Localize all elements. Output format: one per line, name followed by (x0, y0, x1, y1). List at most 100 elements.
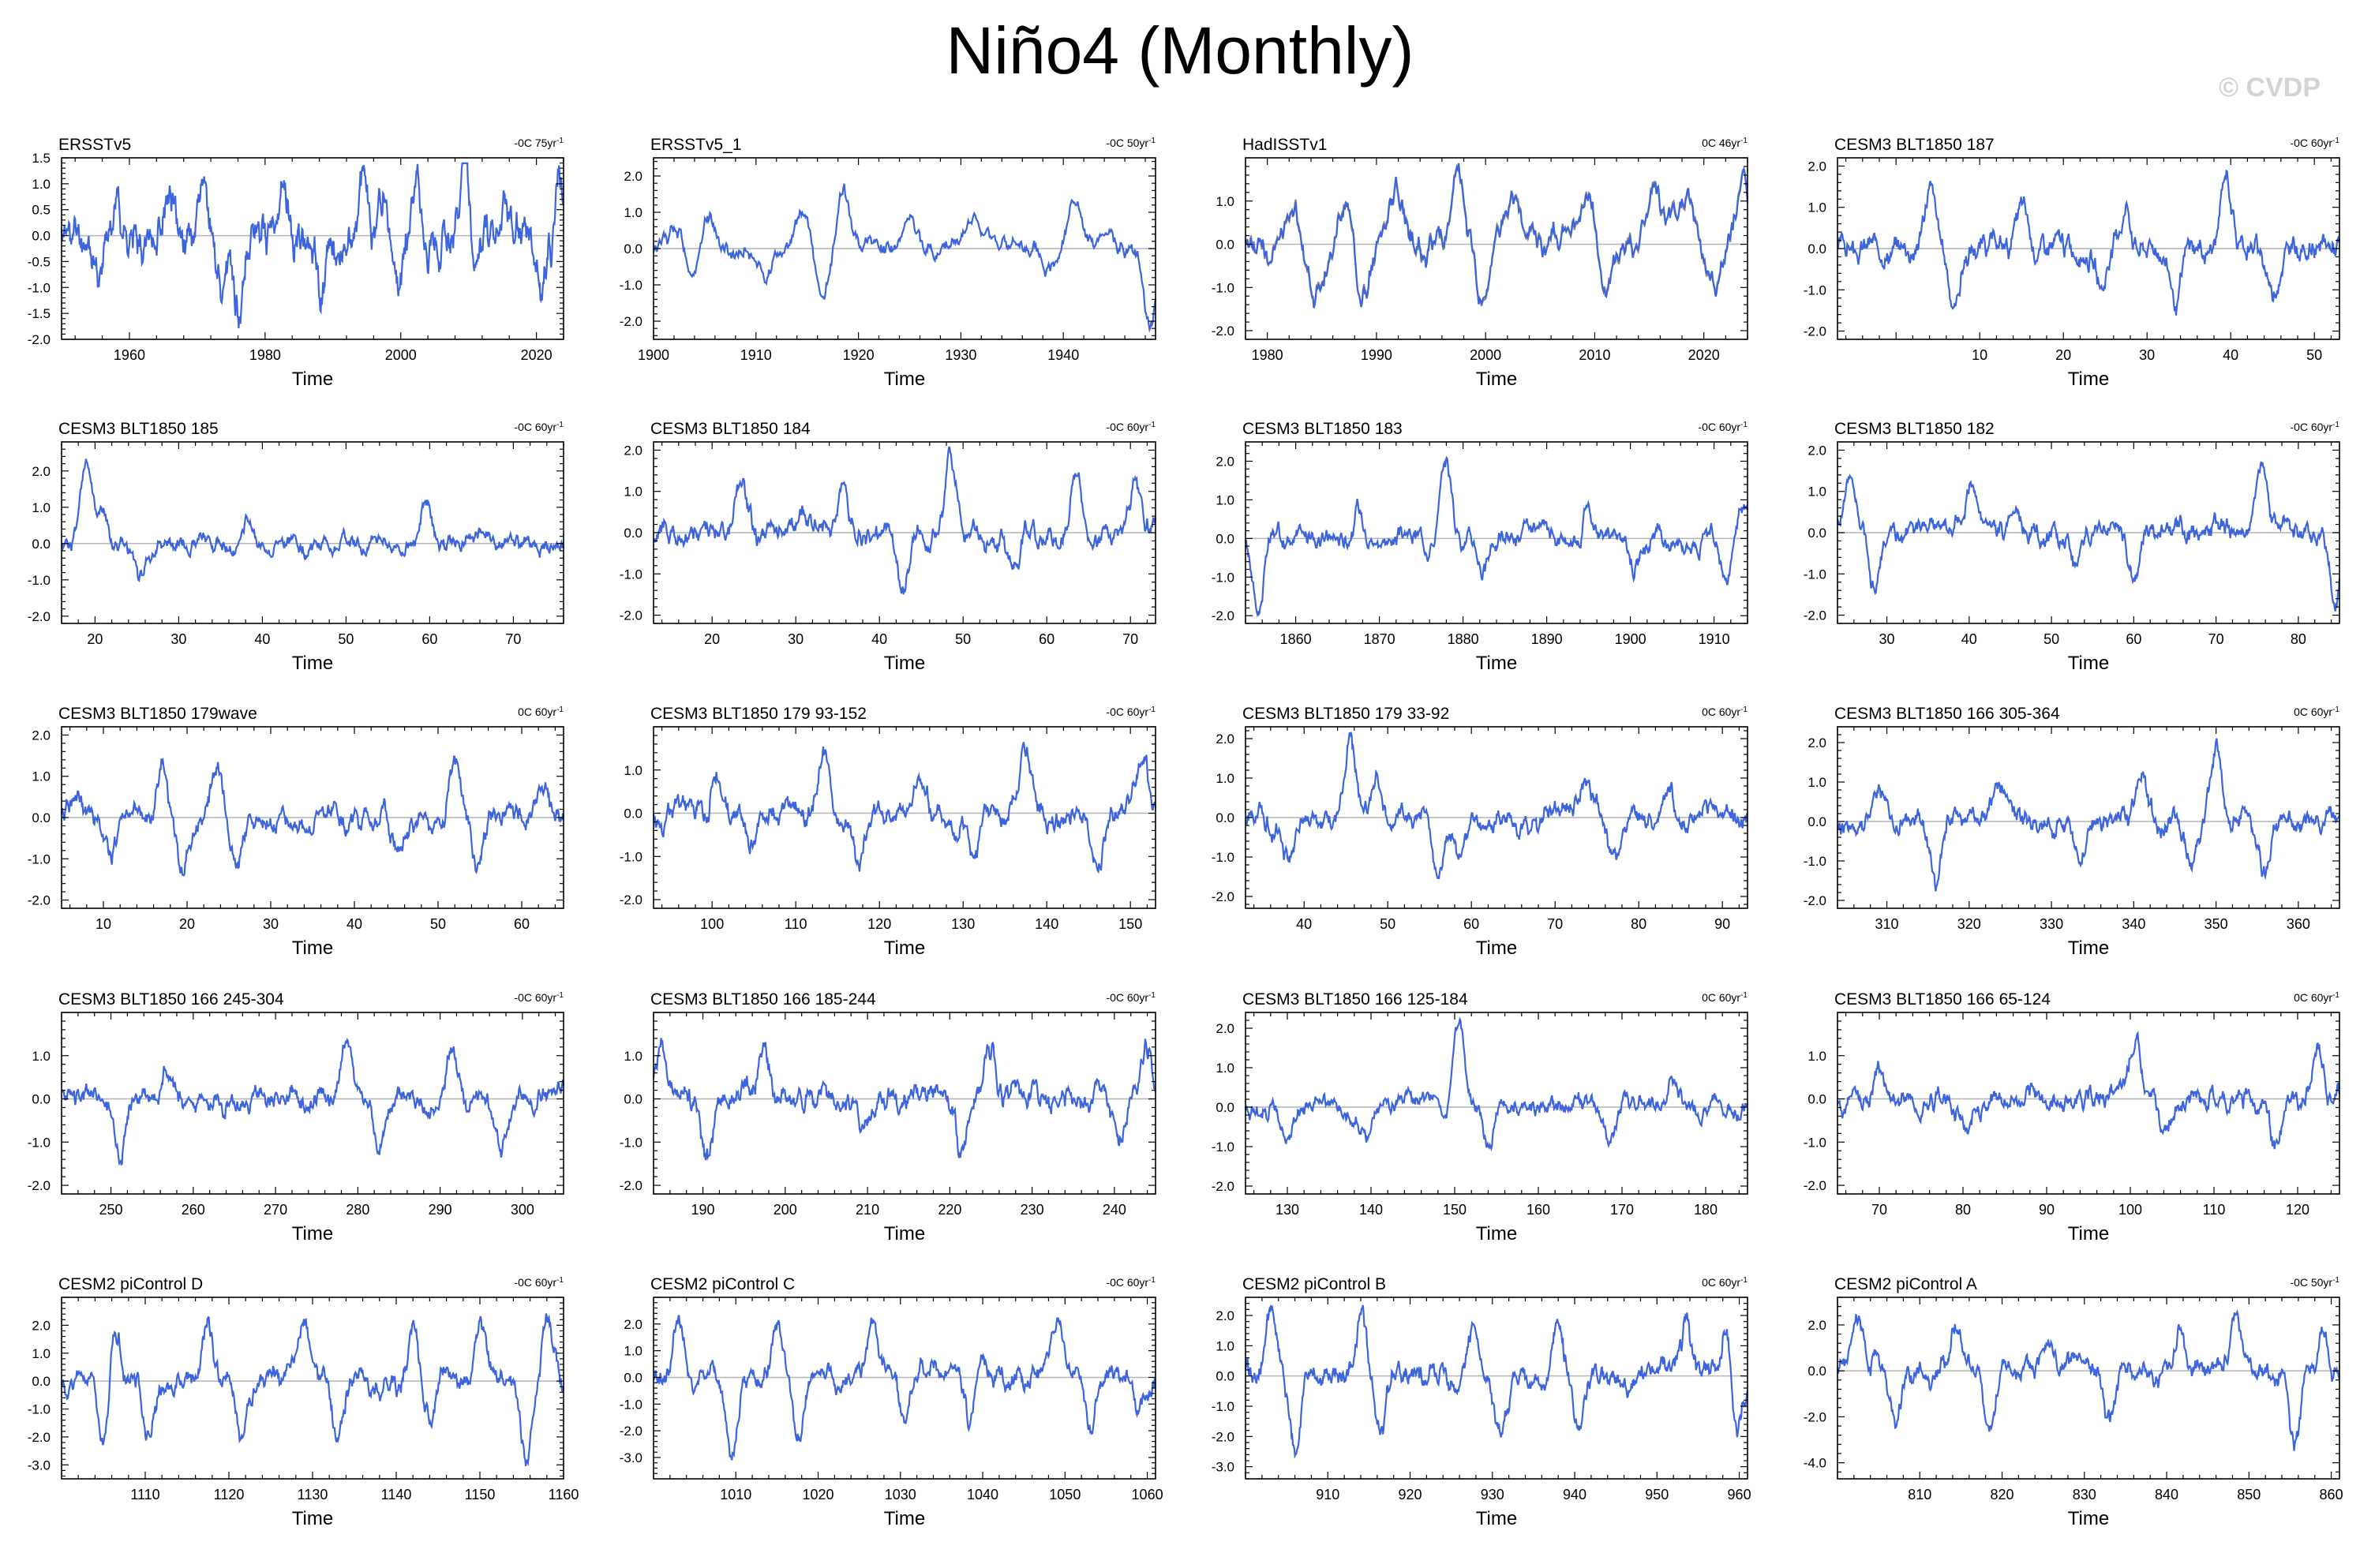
panel-title: CESM3 BLT1850 179 93-152 (650, 705, 867, 723)
x-tick-label: 2020 (521, 347, 553, 363)
x-axis-label: Time (292, 1508, 333, 1529)
x-tick-label: 840 (2155, 1487, 2178, 1503)
trend-label: -0C 60yr-1 (1106, 1276, 1156, 1289)
x-tick-label: 360 (2287, 916, 2310, 932)
series-line (652, 1315, 1156, 1461)
y-tick-label: 1.0 (624, 1049, 642, 1064)
chart-panel: CESM3 BLT1850 179 93-152 -0C 60yr-1 100 110… (620, 705, 1157, 959)
x-axis-label: Time (884, 1508, 925, 1529)
y-tick-label: 1.0 (1216, 492, 1234, 507)
y-tick-label: -4.0 (1804, 1456, 1826, 1471)
y-tick-label: -1.0 (1804, 854, 1826, 869)
x-tick-label: 90 (2039, 1202, 2055, 1218)
chart-panel: ERSSTv5 -0C 75yr-1 1960 1980 2000 2020 -2.0 -1.… (28, 136, 565, 390)
y-tick-label: -1.0 (620, 1135, 642, 1150)
x-tick-label: 1890 (1531, 631, 1563, 647)
y-tick-label: -2.0 (1804, 608, 1826, 623)
y-tick-label: -2.0 (1804, 1178, 1826, 1193)
y-tick-label: 0.0 (624, 241, 642, 256)
x-axis-label: Time (2068, 1223, 2109, 1244)
x-tick-label: 2000 (1470, 347, 1501, 363)
x-tick-label: 10 (1972, 347, 1987, 363)
y-tick-label: -1.0 (28, 1402, 51, 1417)
chart-panel: HadISSTv1 0C 46yr-1 1980 1990 2000 2010 2020 -2… (1212, 136, 1749, 390)
series-line (1836, 738, 2340, 892)
chart-panel: CESM2 piControl B 0C 60yr-1 910 920 930 940 95… (1212, 1275, 1751, 1529)
y-tick-label: 0.0 (1216, 1369, 1234, 1384)
plot-frame (61, 1297, 564, 1480)
y-tick-label: -2.0 (620, 608, 642, 623)
y-tick-label: -2.0 (620, 314, 642, 329)
y-tick-label: 1.0 (1216, 194, 1234, 209)
y-tick-label: 1.0 (624, 205, 642, 220)
x-tick-label: 1980 (249, 347, 281, 363)
plot-frame (1837, 1297, 2340, 1480)
x-tick-label: 140 (1035, 916, 1058, 932)
x-tick-label: 940 (1563, 1487, 1586, 1503)
x-tick-label: 2010 (1579, 347, 1610, 363)
y-tick-label: -1.0 (1804, 1135, 1826, 1150)
x-tick-label: 130 (951, 916, 975, 932)
y-tick-label: 0.0 (624, 806, 642, 821)
y-tick-label: 0.0 (624, 526, 642, 541)
trend-label: -0C 60yr-1 (514, 421, 564, 434)
x-axis-label: Time (884, 937, 925, 959)
plot-frame (653, 1012, 1156, 1195)
y-tick-label: -2.0 (1212, 608, 1234, 623)
x-tick-label: 170 (1610, 1202, 1634, 1218)
x-tick-label: 920 (1399, 1487, 1422, 1503)
x-tick-label: 230 (1021, 1202, 1044, 1218)
chart-panel: ERSSTv5_1 -0C 50yr-1 1900 1910 1920 1930 1940 -… (620, 136, 1157, 390)
chart-panel: CESM3 BLT1850 187 -0C 60yr-1 10 20 30 40 50 -2.… (1804, 136, 2341, 390)
x-tick-label: 140 (1359, 1202, 1383, 1218)
x-tick-label: 130 (1276, 1202, 1299, 1218)
series-line (61, 1038, 565, 1166)
x-tick-label: 100 (2118, 1202, 2142, 1218)
y-tick-label: -1.0 (1212, 850, 1234, 865)
x-axis-label: Time (292, 369, 333, 390)
watermark: © CVDP (2219, 73, 2321, 103)
y-tick-label: -1.0 (1212, 280, 1234, 295)
x-tick-label: 40 (1961, 631, 1977, 647)
y-tick-label: 0.0 (32, 1374, 51, 1389)
trend-label: -0C 50yr-1 (2290, 1276, 2339, 1289)
y-tick-label: -1.5 (28, 306, 51, 321)
plot-frame (1245, 1012, 1748, 1195)
x-tick-label: 70 (1871, 1202, 1887, 1218)
trend-label: -0C 50yr-1 (1106, 137, 1156, 150)
x-tick-label: 70 (1547, 916, 1563, 932)
x-tick-label: 1900 (1615, 631, 1646, 647)
x-axis-label: Time (2068, 369, 2109, 390)
chart-panel: CESM3 BLT1850 183 -0C 60yr-1 1860 1870 1880 1… (1212, 420, 1749, 674)
series-line (1244, 1304, 1749, 1459)
x-tick-label: 50 (955, 631, 971, 647)
y-tick-label: -1.0 (1212, 570, 1234, 585)
x-axis-label: Time (1476, 653, 1517, 674)
panel-title: CESM3 BLT1850 166 185-244 (650, 990, 876, 1009)
x-tick-label: 110 (2203, 1202, 2226, 1218)
x-tick-label: 1040 (967, 1487, 998, 1503)
y-tick-label: -2.0 (28, 1430, 51, 1445)
x-tick-label: 40 (2223, 347, 2238, 363)
y-tick-label: 1.5 (32, 151, 51, 166)
panel-title: CESM3 BLT1850 187 (1834, 136, 1995, 154)
x-tick-label: 1960 (114, 347, 145, 363)
panel-title: CESM3 BLT1850 185 (58, 420, 219, 438)
y-tick-label: 2.0 (32, 728, 51, 743)
y-tick-label: -2.0 (620, 1178, 642, 1193)
x-tick-label: 120 (2286, 1202, 2309, 1218)
y-tick-label: 0.0 (624, 1092, 642, 1107)
x-tick-label: 60 (1463, 916, 1479, 932)
chart-panel: CESM3 BLT1850 166 305-364 0C 60yr-1 310 320… (1804, 705, 2340, 959)
x-tick-label: 20 (87, 631, 103, 647)
y-tick-label: 1.0 (32, 1346, 51, 1361)
x-tick-label: 50 (430, 916, 446, 932)
y-tick-label: 1.0 (32, 177, 51, 192)
x-tick-label: 270 (264, 1202, 287, 1218)
x-tick-label: 50 (2306, 347, 2322, 363)
series-line (1837, 169, 2341, 316)
series-line (1836, 1308, 2341, 1451)
series-line (60, 162, 565, 328)
